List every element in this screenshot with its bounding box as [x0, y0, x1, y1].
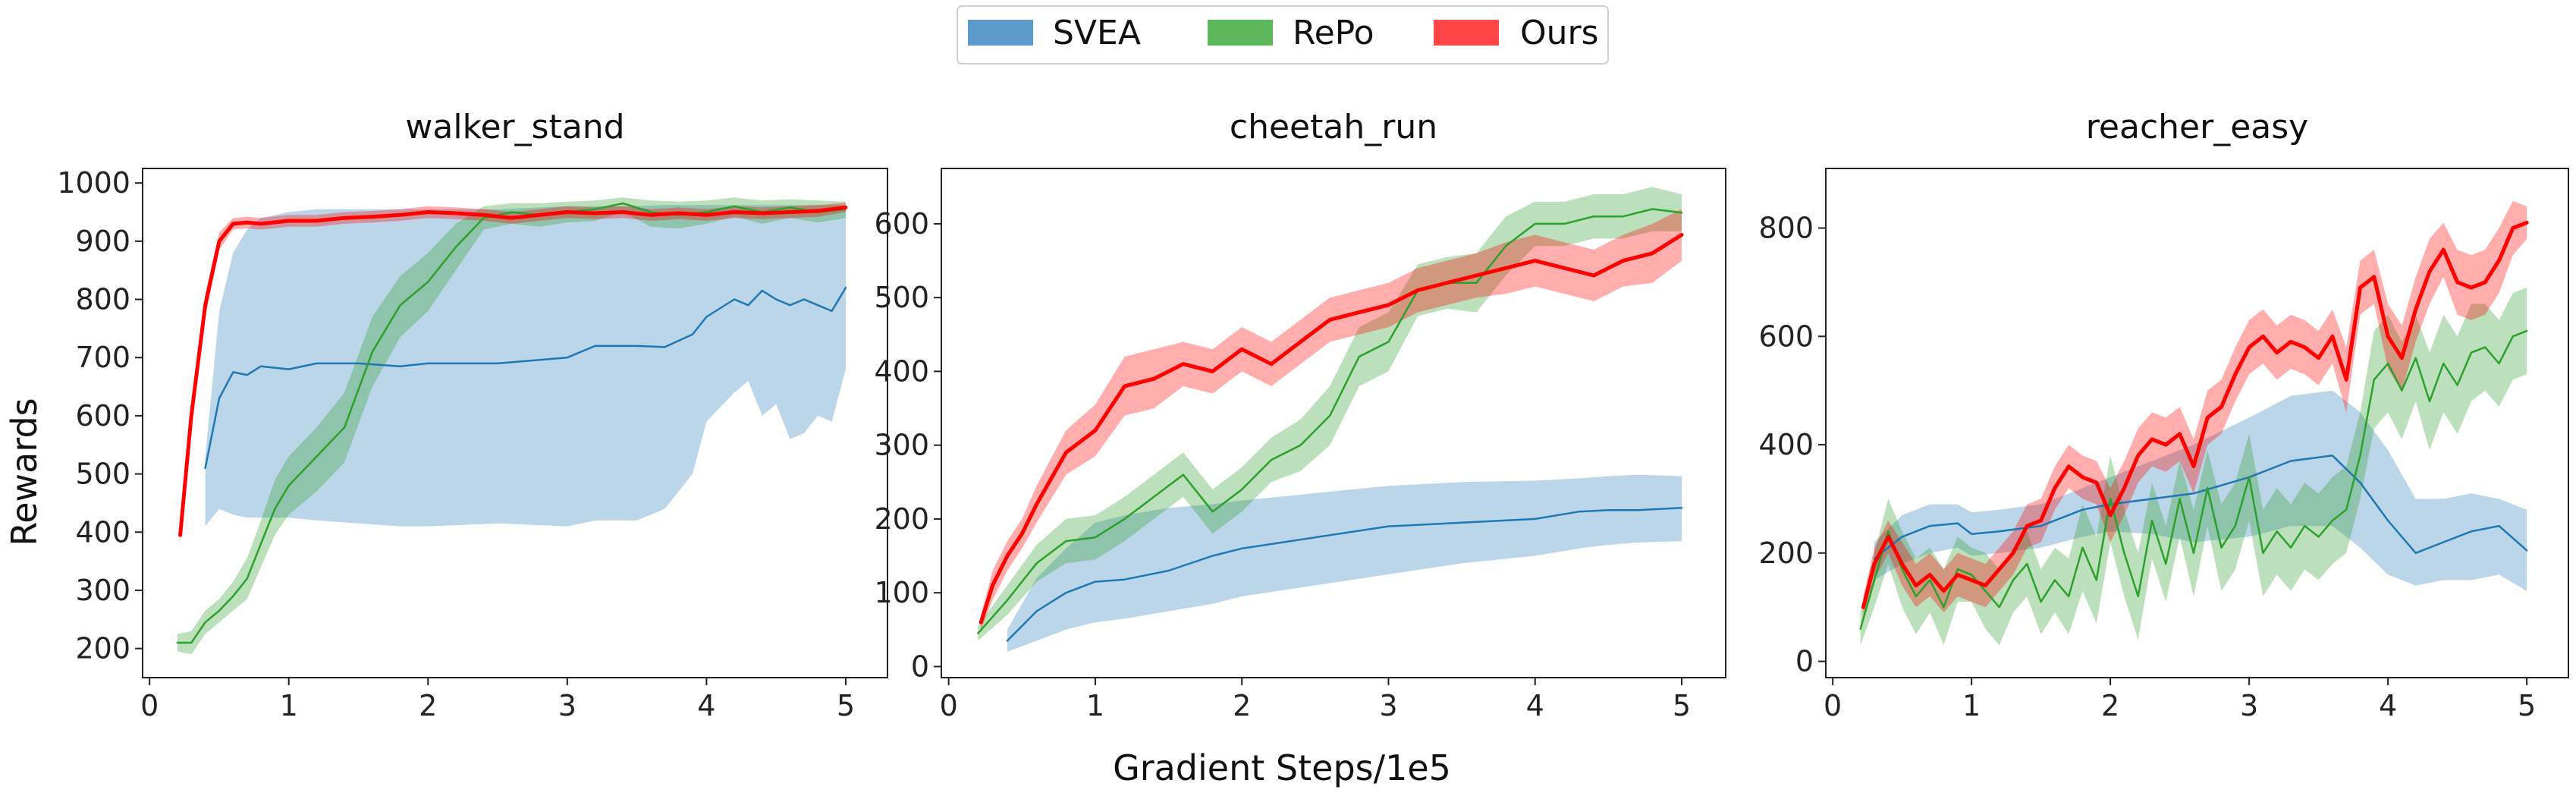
- cheetah-run-x-tick-label: 0: [940, 689, 958, 722]
- cheetah-run-band-ours: [981, 209, 1682, 630]
- walker-stand-x-tick-label: 2: [419, 689, 437, 722]
- cheetah-run-y-tick-label: 500: [874, 281, 929, 314]
- x-axis-label: Gradient Steps/1e5: [1113, 747, 1451, 788]
- walker-stand-line-ours: [178, 205, 848, 537]
- cheetah-run-x-tick-label: 3: [1379, 689, 1397, 722]
- reacher-easy-x-tick-label: 5: [2518, 689, 2536, 722]
- walker-stand-line-repo: [176, 202, 847, 644]
- walker-stand-y-tick-label: 300: [75, 574, 130, 607]
- cheetah-run-y-tick-label: 200: [874, 502, 929, 536]
- walker-stand-x-tick-label: 0: [140, 689, 159, 722]
- walker-stand-x-tick-label: 1: [280, 689, 298, 722]
- reacher-easy-x-tick-label: 4: [2379, 689, 2397, 722]
- walker-stand-frame: [142, 168, 888, 678]
- reacher-easy-title: reacher_easy: [2086, 108, 2308, 146]
- legend-label-ours: Ours: [1520, 14, 1599, 52]
- panel-cheetah-run: cheetah_run 0 1 2 3 4 5 0 100 200 300 400 500 600: [874, 108, 1726, 722]
- legend: SVEA RePo Ours: [957, 5, 1609, 64]
- cheetah-run-title: cheetah_run: [1230, 108, 1437, 146]
- legend-label-repo: RePo: [1293, 14, 1374, 52]
- reacher-easy-x-tick-label: 2: [2101, 689, 2119, 722]
- cheetah-run-band-svea: [1007, 474, 1682, 652]
- reacher-easy-y-tick-label: 800: [1758, 212, 1814, 245]
- cheetah-run-y-tick-label: 300: [874, 429, 929, 462]
- reacher-easy-x-tick-label: 1: [1962, 689, 1981, 722]
- reacher-easy-x-tick-label: 0: [1824, 689, 1842, 722]
- walker-stand-y-tick-label: 600: [75, 399, 130, 433]
- walker-stand-y-tick-label: 700: [75, 341, 130, 374]
- walker-stand-y-tick-label: 400: [75, 515, 130, 549]
- reacher-easy-y-tick-label: 200: [1758, 536, 1814, 570]
- panel-reacher-easy: reacher_easy 0 1 2 3 4 5 0 200 400 600 800: [1758, 108, 2569, 722]
- cheetah-run-line-ours: [979, 233, 1684, 625]
- reacher-easy-y-tick-label: 600: [1758, 319, 1814, 353]
- walker-stand-y-tick-label: 200: [75, 632, 130, 665]
- walker-stand-x-tick-label: 5: [837, 689, 855, 722]
- legend-swatch-repo: [1208, 20, 1273, 46]
- cheetah-run-x-tick-label: 2: [1233, 689, 1251, 722]
- legend-swatch-ours: [1434, 20, 1499, 46]
- walker-stand-y-tick-label: 800: [75, 283, 130, 316]
- cheetah-run-y-tick-label: 400: [874, 354, 929, 388]
- walker-stand-plot-area: [143, 168, 887, 678]
- cheetah-run-x-tick-label: 4: [1526, 689, 1544, 722]
- reacher-easy-x-tick-label: 3: [2240, 689, 2258, 722]
- cheetah-run-y-tick-label: 100: [874, 576, 929, 609]
- reacher-easy-line-repo: [1859, 329, 2528, 631]
- cheetah-run-frame: [941, 168, 1726, 678]
- walker-stand-x-tick-label: 4: [697, 689, 715, 722]
- walker-stand-title: walker_stand: [405, 108, 624, 146]
- reacher-easy-y-tick-label: 0: [1795, 645, 1814, 678]
- reacher-easy-line-svea: [1873, 455, 2528, 560]
- legend-label-svea: SVEA: [1053, 14, 1141, 52]
- y-axis-label: Rewards: [4, 398, 45, 546]
- cheetah-run-x-tick-label: 1: [1086, 689, 1104, 722]
- reacher-easy-frame: [1825, 168, 2569, 678]
- reacher-easy-band-repo: [1860, 288, 2527, 646]
- walker-stand-y-tick-label: 900: [75, 225, 130, 258]
- reacher-easy-y-tick-label: 400: [1758, 428, 1814, 461]
- walker-stand-x-tick-label: 3: [558, 689, 576, 722]
- walker-stand-y-tick-label: 1000: [57, 166, 130, 200]
- cheetah-run-y-tick-label: 0: [911, 650, 929, 683]
- cheetah-run-line-svea: [1006, 507, 1683, 642]
- walker-stand-line-svea: [204, 286, 847, 470]
- cheetah-run-x-tick-label: 5: [1673, 689, 1691, 722]
- reacher-easy-band-ours: [1863, 200, 2527, 618]
- cheetah-run-line-repo: [977, 208, 1683, 634]
- walker-stand-y-tick-label: 500: [75, 458, 130, 491]
- cheetah-run-plot-area: [941, 168, 1726, 678]
- panel-walker-stand: walker_stand 0 1 2 3 4 5 200 300 400 500 600 700 800 9…: [57, 108, 888, 722]
- reacher-easy-line-ours: [1861, 220, 2529, 609]
- legend-swatch-svea: [968, 20, 1033, 46]
- walker-stand-band-svea: [205, 205, 846, 527]
- cheetah-run-y-tick-label: 600: [874, 207, 929, 241]
